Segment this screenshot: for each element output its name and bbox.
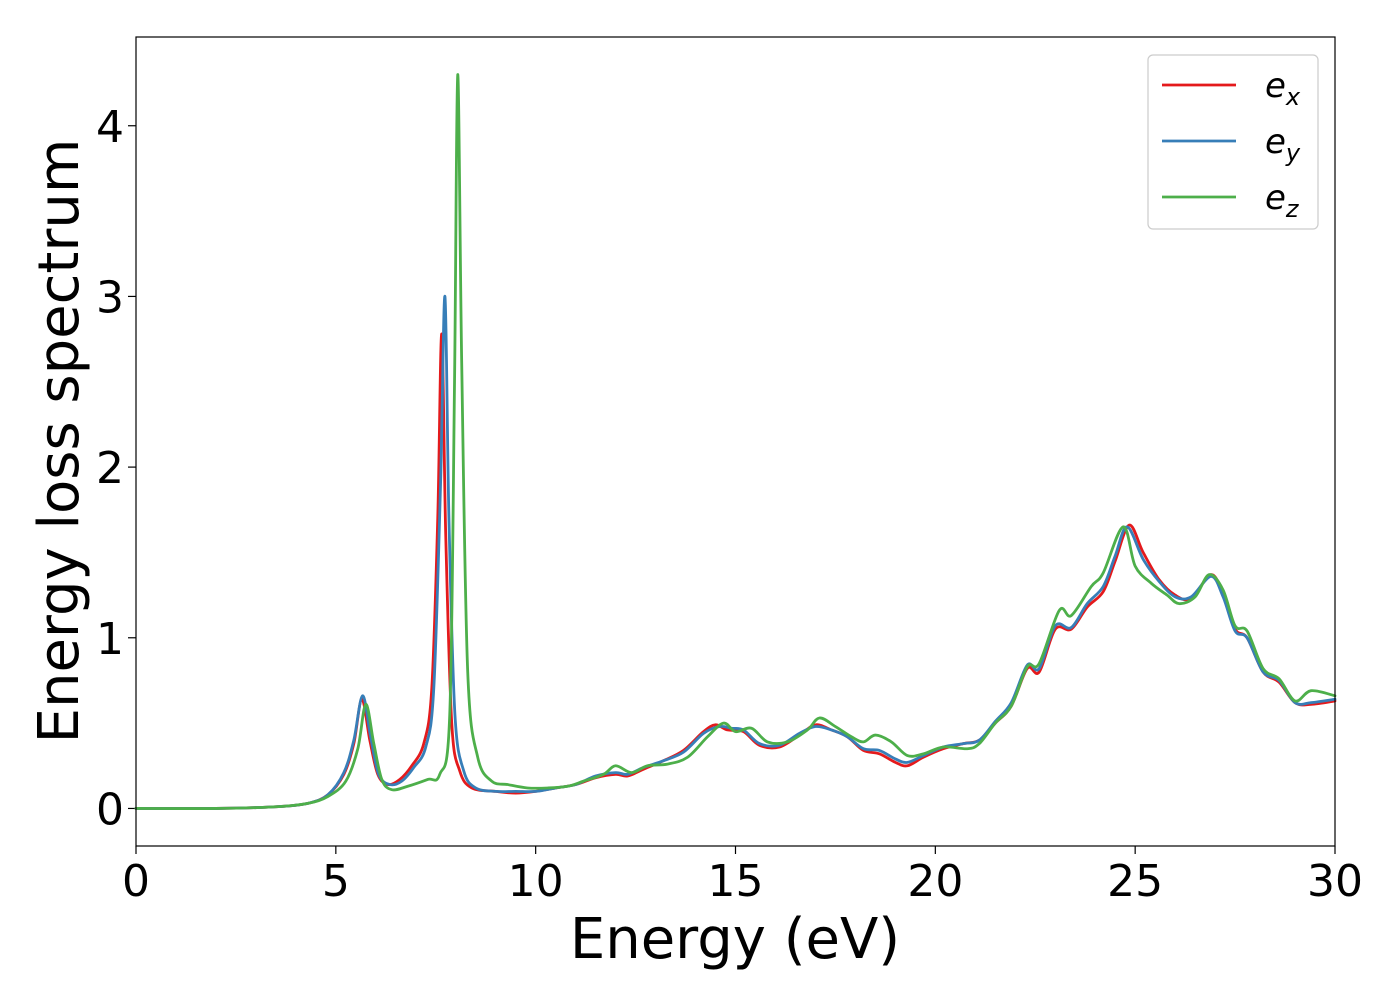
y-axis-label: Energy loss spectrum xyxy=(27,139,92,744)
plot-frame xyxy=(135,36,1336,847)
y-axis-ticks: 0 1 2 3 4 xyxy=(96,102,136,835)
y-tick-label-2: 2 xyxy=(96,443,124,494)
series-line-y xyxy=(134,295,1337,810)
series-line-z xyxy=(134,73,1337,810)
x-tick-label-20: 20 xyxy=(907,856,963,907)
y-tick-label-3: 3 xyxy=(96,272,124,323)
x-tick-label-5: 5 xyxy=(322,856,350,907)
y-tick-label-0: 0 xyxy=(96,784,124,835)
x-tick-label-15: 15 xyxy=(708,856,764,907)
plot-background xyxy=(136,37,1335,846)
x-tick-label-25: 25 xyxy=(1107,856,1163,907)
x-axis-ticks: 0 5 10 15 20 25 30 xyxy=(122,846,1363,907)
x-tick-label-30: 30 xyxy=(1307,856,1363,907)
x-tick-label-0: 0 xyxy=(122,856,150,907)
y-tick-label-4: 4 xyxy=(96,102,124,153)
y-tick-label-1: 1 xyxy=(96,614,124,665)
series-layer xyxy=(134,73,1337,810)
x-tick-label-10: 10 xyxy=(508,856,564,907)
x-axis-label: Energy (eV) xyxy=(570,907,900,972)
